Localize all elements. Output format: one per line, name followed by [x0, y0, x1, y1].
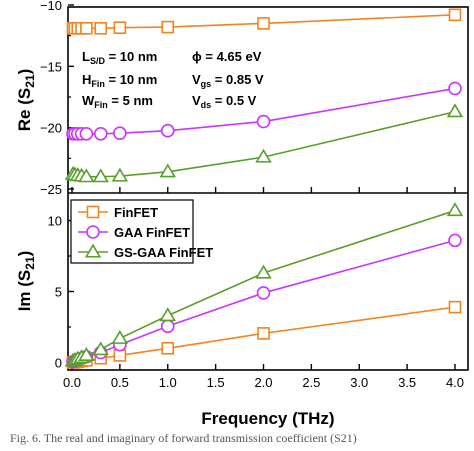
series-gs-gaa-finfet	[64, 103, 464, 183]
parameter-annotation: WFin = 5 nm	[82, 93, 153, 110]
data-point-finfet	[448, 300, 462, 314]
y-tick-label-bottom: 5	[55, 285, 62, 300]
data-point-finfet	[161, 20, 175, 34]
data-point-finfet	[161, 341, 175, 355]
data-point-gs-gaa-finfet	[446, 202, 464, 217]
data-point-finfet	[448, 8, 462, 22]
x-axis-title: Frequency (THz)	[201, 409, 334, 428]
data-point-gaa-finfet	[448, 233, 462, 248]
parameter-annotation: Vds = 0.5 V	[192, 93, 257, 110]
x-tick-label: 0.0	[63, 375, 81, 390]
data-point-gaa-finfet	[448, 81, 462, 96]
x-tick-label: 2.5	[302, 375, 320, 390]
legend-marker	[84, 243, 102, 258]
data-point-gaa-finfet	[79, 127, 94, 141]
data-point-finfet	[257, 327, 270, 340]
parameter-annotation: LS/D = 10 nm	[82, 49, 157, 66]
data-point-gs-gaa-finfet	[159, 163, 176, 178]
y-axis-title-im: Im (S21)	[15, 251, 37, 312]
data-point-gs-gaa-finfet	[78, 347, 95, 361]
data-point-gaa-finfet	[160, 319, 175, 334]
x-tick-label: 1.0	[159, 375, 177, 390]
data-point-gs-gaa-finfet	[78, 168, 95, 183]
y-tick-label-top: −10	[40, 0, 62, 13]
legend-marker	[86, 225, 100, 239]
data-point-gaa-finfet	[93, 127, 108, 141]
data-point-gs-gaa-finfet	[446, 103, 464, 118]
y-tick-label-top: −20	[40, 121, 62, 136]
data-point-gaa-finfet	[256, 114, 271, 129]
legend-label: FinFET	[114, 205, 158, 220]
data-point-gs-gaa-finfet	[111, 329, 129, 344]
x-tick-label: 2.0	[254, 375, 272, 390]
data-point-gs-gaa-finfet	[159, 307, 176, 322]
parameter-annotation: ϕ = 4.65 eV	[192, 49, 262, 64]
figure-caption: Fig. 6. The real and imaginary of forwar…	[10, 431, 357, 445]
series-finfet	[66, 8, 462, 35]
data-point-gs-gaa-finfet	[92, 341, 109, 356]
y-tick-label-top: −15	[40, 59, 62, 74]
re-s21-panel: −25 −20 −15 −10 Re (S21) LS/D = 10 nm HFin = 1…	[15, 0, 469, 371]
y-tick-label-bottom: 0	[55, 356, 62, 371]
data-point-gaa-finfet	[113, 126, 127, 140]
legend: FinFET GAA FinFET GS-GAA FinFET	[70, 199, 213, 264]
x-tick-label: 3.0	[350, 375, 368, 390]
data-point-gs-gaa-finfet	[255, 264, 272, 279]
im-s21-panel: 0 5 10 0.0 0.5 1.0 1.5 2.0 2.5 3.0 3.5 4.0 Im (S21) F…	[15, 199, 464, 428]
x-tick-label: 3.5	[398, 375, 416, 390]
x-tick-label: 4.0	[446, 375, 464, 390]
y-tick-label-top: −25	[40, 182, 62, 197]
data-point-finfet	[257, 17, 270, 30]
s21-chart: −25 −20 −15 −10 Re (S21) LS/D = 10 nm HFin = 1…	[15, 0, 469, 428]
data-point-gs-gaa-finfet	[255, 148, 272, 163]
legend-marker	[86, 205, 100, 219]
x-tick-label: 0.5	[111, 375, 129, 390]
x-tick-label: 1.5	[207, 375, 225, 390]
legend-label: GS-GAA FinFET	[114, 245, 213, 260]
data-point-finfet	[80, 22, 93, 35]
data-point-gs-gaa-finfet	[92, 168, 109, 183]
data-point-finfet	[94, 22, 108, 35]
data-point-gs-gaa-finfet	[111, 167, 129, 182]
series-gs-gaa-finfet	[64, 202, 464, 367]
legend-label: GAA FinFET	[114, 225, 190, 240]
series-gaa-finfet	[66, 81, 462, 141]
data-point-gaa-finfet	[160, 123, 175, 138]
y-tick-label-bottom: 10	[48, 214, 62, 229]
data-point-finfet	[113, 21, 127, 34]
parameter-annotation: Vgs = 0.85 V	[192, 72, 264, 89]
y-axis-title-re: Re (S21)	[15, 69, 37, 132]
parameter-annotation: HFin = 10 nm	[82, 72, 157, 89]
data-point-gaa-finfet	[256, 286, 271, 300]
